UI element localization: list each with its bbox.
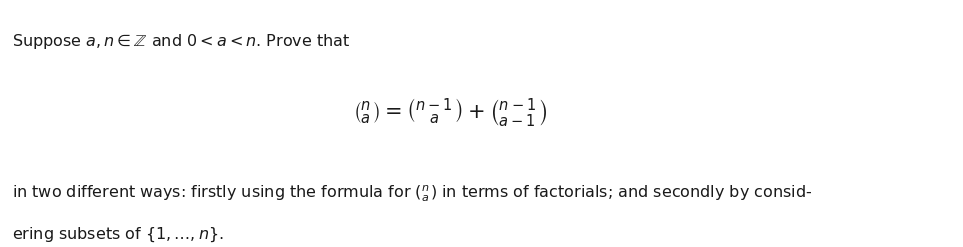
Text: ering subsets of $\{1, \ldots, n\}$.: ering subsets of $\{1, \ldots, n\}$. [13,226,223,244]
Text: in two different ways: firstly using the formula for $\binom{n}{a}$ in terms of : in two different ways: firstly using the… [13,184,813,204]
Text: $\binom{n}{a} = \binom{n-1}{a} + \binom{n-1}{a-1}$: $\binom{n}{a} = \binom{n-1}{a} + \binom{… [353,97,547,130]
Text: Suppose $a, n \in \mathbb{Z}$ and $0 < a < n$. Prove that: Suppose $a, n \in \mathbb{Z}$ and $0 < a… [13,32,351,51]
